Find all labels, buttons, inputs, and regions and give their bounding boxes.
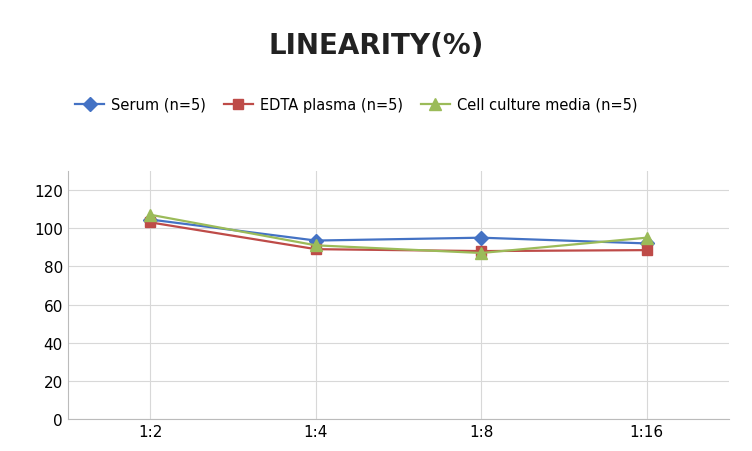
EDTA plasma (n=5) [477, 249, 486, 254]
Cell culture media (n=5) [146, 212, 155, 218]
Line: Serum (n=5): Serum (n=5) [146, 215, 651, 249]
Serum (n=5) [477, 235, 486, 241]
Serum (n=5) [146, 217, 155, 223]
EDTA plasma (n=5) [146, 220, 155, 226]
EDTA plasma (n=5) [311, 247, 320, 252]
Legend: Serum (n=5), EDTA plasma (n=5), Cell culture media (n=5): Serum (n=5), EDTA plasma (n=5), Cell cul… [75, 97, 638, 112]
Serum (n=5) [642, 241, 651, 247]
Cell culture media (n=5) [477, 251, 486, 256]
EDTA plasma (n=5) [642, 248, 651, 253]
Line: EDTA plasma (n=5): EDTA plasma (n=5) [146, 218, 651, 256]
Cell culture media (n=5) [642, 235, 651, 241]
Serum (n=5) [311, 238, 320, 244]
Text: LINEARITY(%): LINEARITY(%) [268, 32, 484, 60]
Cell culture media (n=5) [311, 243, 320, 249]
Line: Cell culture media (n=5): Cell culture media (n=5) [145, 210, 652, 259]
